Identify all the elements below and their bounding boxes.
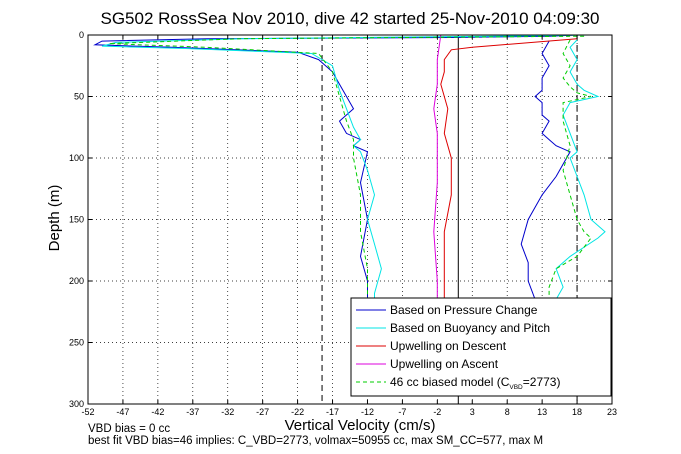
legend-label-model: 46 cc biased model (CVBD=2773): [390, 375, 560, 391]
x-tick-label: 3: [470, 407, 475, 417]
x-tick-label: 23: [607, 407, 617, 417]
y-tick-label: 150: [69, 215, 84, 225]
legend-label-ascent: Upwelling on Ascent: [390, 357, 499, 371]
x-tick-label: 8: [505, 407, 510, 417]
series-line-0: [93, 34, 578, 309]
legend-label-pressure: Based on Pressure Change: [390, 303, 538, 317]
legend-model-suffix: =2773): [523, 375, 561, 389]
x-tick-label: -52: [81, 407, 94, 417]
plot-area: -52 -47 -42 -37 -32 -27 -22 -17 -12 -7 -2 3 8 13 18 23 0…: [69, 30, 617, 417]
y-tick-label: 0: [79, 30, 84, 40]
x-tick-label: -37: [186, 407, 199, 417]
y-tick-label: 100: [69, 153, 84, 163]
x-tick-label: -27: [256, 407, 269, 417]
x-tick-label: 18: [572, 407, 582, 417]
chart-title: SG502 RossSea Nov 2010, dive 42 started …: [101, 9, 600, 28]
ticks: -52 -47 -42 -37 -32 -27 -22 -17 -12 -7 -2 3 8 13 18 23 0…: [69, 30, 617, 417]
y-tick-label: 50: [74, 92, 84, 102]
series-line-1: [555, 39, 606, 300]
y-tick-label: 200: [69, 276, 84, 286]
legend-box: [350, 297, 612, 397]
x-tick-label: -22: [291, 407, 304, 417]
footer-line-1: VBD bias = 0 cc: [88, 423, 170, 435]
series-layer: [93, 34, 606, 309]
series-line-3: [433, 34, 442, 309]
footer-line-2: best fit VBD bias=46 implies: C_VBD=2773…: [88, 435, 543, 447]
legend: Based on Pressure Change Based on Buoyan…: [350, 297, 612, 397]
legend-model-prefix: 46 cc biased model (C: [390, 375, 510, 389]
x-tick-label: -47: [116, 407, 129, 417]
series-line-0: [520, 40, 571, 300]
legend-label-buoyancy: Based on Buoyancy and Pitch: [390, 321, 550, 335]
y-tick-label: 250: [69, 338, 84, 348]
x-axis-label: Vertical Velocity (cm/s): [285, 417, 436, 434]
x-tick-label: -2: [433, 407, 441, 417]
y-tick-label: 300: [69, 399, 84, 409]
x-tick-label: -42: [151, 407, 164, 417]
x-tick-label: -7: [398, 407, 406, 417]
legend-label-descent: Upwelling on Descent: [390, 339, 507, 353]
series-line-2: [440, 38, 578, 309]
x-tick-label: -12: [361, 407, 374, 417]
x-tick-label: 13: [537, 407, 547, 417]
series-line-4: [108, 35, 585, 309]
y-axis-label: Depth (m): [46, 185, 63, 252]
series-line-4: [548, 39, 592, 300]
legend-model-subscript: VBD: [509, 384, 523, 391]
x-tick-label: -17: [326, 407, 339, 417]
x-tick-label: -32: [221, 407, 234, 417]
